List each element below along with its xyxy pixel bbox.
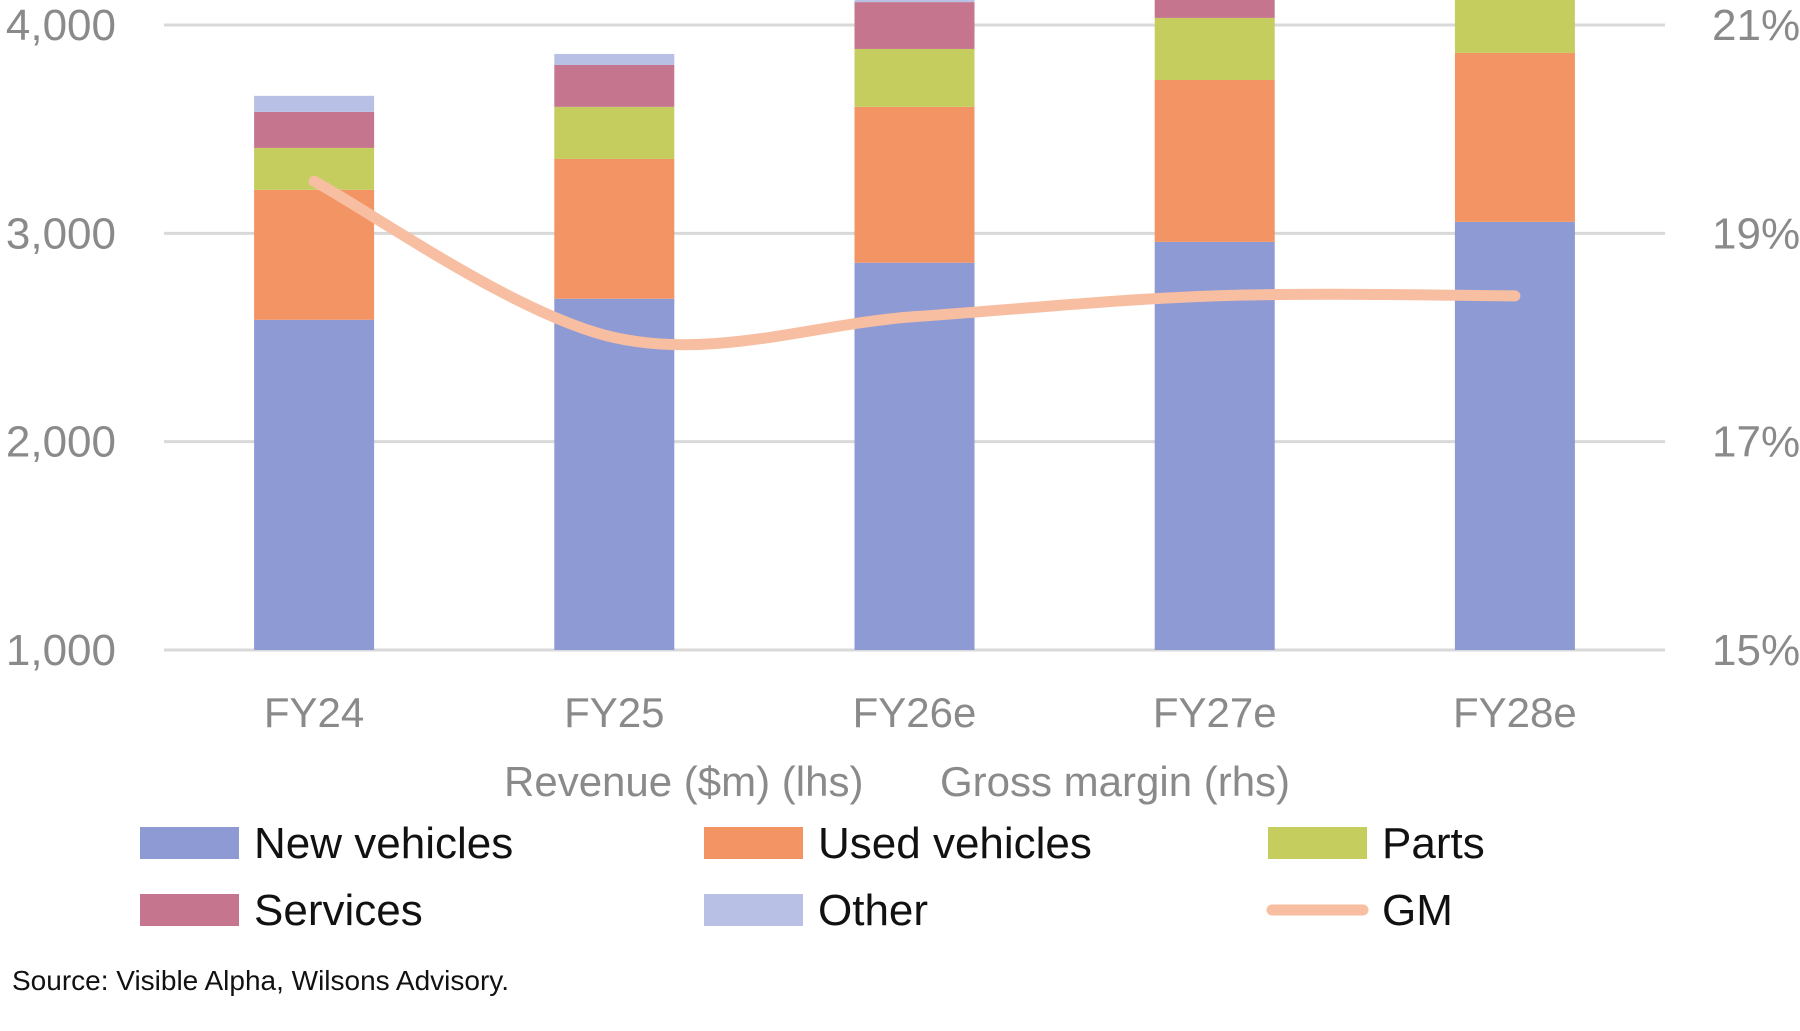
bar-segment-parts [554,106,675,159]
legend-item-new-vehicles: New vehicles [140,819,513,868]
y-tick-label: 3,000 [6,209,116,258]
x-tick-label: FY25 [564,689,664,736]
bar-stack-fy25 [554,53,675,650]
bar-segment-used-vehicles [254,189,375,320]
bar-stack-fy28e [1454,0,1575,650]
x-tick-label: FY24 [264,689,364,736]
legend-item-used-vehicles: Used vehicles [704,819,1092,868]
y2-tick-label: 15% [1712,626,1800,675]
legend-swatch-icon [1268,827,1367,859]
bar-segment-new-vehicles [1154,241,1275,650]
bar-stack-fy24 [254,95,375,650]
bar-segment-services [1154,0,1275,18]
y-tick-label: 2,000 [6,418,116,467]
y-axis-left-title: Revenue ($m) (lhs) [504,758,863,805]
bar-stack-fy27e [1154,0,1275,650]
bar-segment-parts [1154,17,1275,81]
bar-segment-new-vehicles [1454,221,1575,650]
legend-swatch-icon [704,894,803,926]
bar-segment-other [254,95,375,112]
bar-segment-parts [854,48,975,107]
legend-label: Used vehicles [818,819,1092,868]
legend-swatch-icon [704,827,803,859]
axis-titles: Revenue ($m) (lhs) Gross margin (rhs) [504,758,1290,805]
bar-segment-new-vehicles [254,319,375,650]
legend: New vehicles Used vehicles Parts Services Ot… [140,819,1485,935]
bar-segment-used-vehicles [854,106,975,263]
y-tick-label: 4,000 [6,1,116,50]
legend-label: Other [818,886,928,935]
y-tick-label: 1,000 [6,626,116,675]
bars [254,0,1575,650]
legend-item-parts: Parts [1268,819,1485,868]
legend-swatch-icon [140,894,239,926]
y2-tick-label: 21% [1712,1,1800,50]
x-tick-label: FY28e [1453,689,1577,736]
bar-segment-services [854,2,975,49]
bar-segment-new-vehicles [554,298,675,650]
x-tick-label: FY26e [853,689,977,736]
legend-label: Services [254,886,423,935]
legend-label: Parts [1382,819,1485,868]
y2-tick-label: 17% [1712,418,1800,467]
bar-segment-used-vehicles [554,158,675,299]
legend-item-other: Other [704,886,928,935]
legend-swatch-icon [140,827,239,859]
y-axis-right-title: Gross margin (rhs) [940,758,1290,805]
x-axis-categories: FY24 FY25 FY26e FY27e FY28e [264,689,1577,736]
bar-segment-parts [1454,0,1575,53]
gm-line-layer [308,175,1521,351]
x-tick-label: FY27e [1153,689,1277,736]
bar-segment-services [554,65,675,107]
bar-segment-used-vehicles [1454,52,1575,222]
gm-line [308,175,1521,351]
legend-label: New vehicles [254,819,513,868]
source-note: Source: Visible Alpha, Wilsons Advisory. [12,965,509,996]
bar-segment-other [854,0,975,3]
y-axis-left-ticks: 1,000 2,000 3,000 4,000 [6,1,116,675]
bar-segment-new-vehicles [854,262,975,650]
bar-stack-fy26e [854,0,975,650]
bar-segment-other [554,53,675,65]
bar-segment-services [254,111,375,148]
legend-item-services: Services [140,886,423,935]
y2-tick-label: 19% [1712,209,1800,258]
legend-label: GM [1382,886,1453,935]
legend-item-gm: GM [1266,886,1453,935]
y-axis-right-ticks: 15% 17% 19% 21% [1712,1,1800,675]
bar-segment-used-vehicles [1154,80,1275,242]
